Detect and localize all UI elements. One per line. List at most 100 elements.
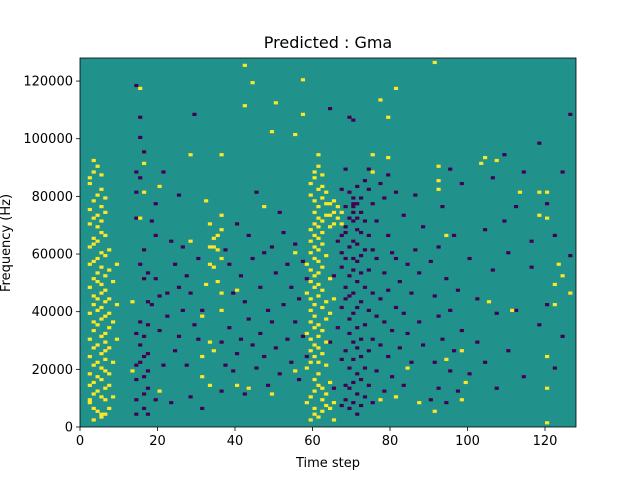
heatmap-cell-low <box>347 216 352 220</box>
heatmap-cell-high <box>87 337 92 341</box>
heatmap-cell-high <box>312 406 317 410</box>
heatmap-cell-low <box>421 225 426 229</box>
heatmap-cell-high <box>235 383 240 387</box>
heatmap-cell-high <box>312 343 317 347</box>
heatmap-cell-low <box>421 343 426 347</box>
heatmap-cell-high <box>211 236 216 240</box>
heatmap-cell-high <box>312 170 317 174</box>
heatmap-cell-high <box>103 288 108 292</box>
heatmap-cell-high <box>331 210 337 214</box>
heatmap-cell-low <box>339 305 344 310</box>
heatmap-cell-high <box>405 366 410 370</box>
heatmap-cell-high <box>207 340 213 344</box>
heatmap-cell-low <box>351 210 356 214</box>
heatmap-cell-low <box>529 265 534 269</box>
heatmap-cell-high <box>316 360 321 364</box>
y-tick-label: 0 <box>65 421 73 436</box>
heatmap-cell-low <box>351 311 356 315</box>
heatmap-cell-high <box>107 248 112 252</box>
heatmap-cell-high <box>444 233 449 238</box>
heatmap-cell-high <box>207 222 213 226</box>
heatmap-cell-high <box>114 337 120 341</box>
heatmap-cell-low <box>568 112 573 116</box>
heatmap-cell-high <box>316 205 321 209</box>
heatmap-cell-high <box>320 352 325 356</box>
heatmap-cell-low <box>153 398 158 402</box>
heatmap-cell-low <box>223 363 228 367</box>
heatmap-cell-high <box>308 268 313 272</box>
heatmap-cell-high <box>320 398 325 402</box>
heatmap-cell-high <box>331 401 337 405</box>
heatmap-cell-high <box>103 233 108 238</box>
heatmap-cell-high <box>87 207 92 212</box>
heatmap-cell-low <box>347 317 352 321</box>
heatmap-cell-high <box>308 279 313 284</box>
heatmap-cell-low <box>359 354 364 359</box>
heatmap-cell-low <box>355 259 360 263</box>
heatmap-cell-low <box>351 357 356 361</box>
heatmap-cell-low <box>289 360 294 364</box>
heatmap-cell-high <box>103 369 108 373</box>
heatmap-cell-high <box>219 308 224 312</box>
heatmap-cell-low <box>459 181 464 186</box>
heatmap-cell-low <box>157 294 162 298</box>
heatmap-cell-high <box>432 409 437 413</box>
heatmap-cell-low <box>568 254 573 258</box>
heatmap-cell-low <box>184 363 189 367</box>
heatmap-cell-high <box>91 216 96 220</box>
heatmap-cell-high <box>103 398 108 402</box>
heatmap-cell-high <box>87 398 92 402</box>
heatmap-cell-high <box>138 86 143 91</box>
heatmap-cell-low <box>273 271 278 275</box>
heatmap-cell-high <box>483 156 488 160</box>
heatmap-cell-high <box>103 196 108 200</box>
heatmap-cell-high <box>304 331 309 336</box>
heatmap-cell-low <box>227 262 232 266</box>
heatmap-background <box>80 58 576 427</box>
heatmap-cell-high <box>324 202 329 206</box>
heatmap-cell-high <box>479 161 484 165</box>
heatmap-cell-low <box>134 170 139 174</box>
heatmap-cell-high <box>545 354 550 359</box>
heatmap-cell-high <box>560 274 565 278</box>
heatmap-cell-high <box>304 291 309 295</box>
heatmap-cell-low <box>459 328 464 333</box>
heatmap-cell-low <box>254 190 259 194</box>
heatmap-cell-high <box>188 239 193 243</box>
heatmap-cell-low <box>362 395 368 399</box>
heatmap-cell-low <box>343 297 348 301</box>
heatmap-cell-low <box>145 271 151 275</box>
heatmap-cell-low <box>494 386 499 390</box>
heatmap-cell-low <box>347 386 352 390</box>
heatmap-cell-high <box>316 346 321 350</box>
heatmap-cell-high <box>308 228 313 232</box>
heatmap-cell-high <box>304 262 309 266</box>
heatmap-cell-high <box>316 282 321 287</box>
heatmap-cell-high <box>99 173 104 177</box>
heatmap-cell-low <box>362 219 368 223</box>
heatmap-cell-low <box>355 392 360 396</box>
heatmap-cell-high <box>316 383 321 387</box>
heatmap-cell-low <box>169 239 174 243</box>
heatmap-cell-low <box>173 262 178 266</box>
heatmap-cell-high <box>459 349 464 353</box>
heatmap-cell-low <box>254 366 259 370</box>
heatmap-cell-high <box>103 386 108 390</box>
heatmap-cell-low <box>401 213 406 217</box>
heatmap-cell-low <box>138 343 143 347</box>
heatmap-cell-low <box>339 233 344 238</box>
heatmap-cell-high <box>312 326 317 330</box>
heatmap-cell-high <box>87 311 92 315</box>
heatmap-cell-low <box>355 216 360 220</box>
heatmap-cell-high <box>138 216 143 220</box>
heatmap-cell-low <box>184 274 189 278</box>
heatmap-cell-high <box>99 230 104 235</box>
heatmap-cell-low <box>452 349 457 353</box>
heatmap-cell-low <box>401 383 406 387</box>
heatmap-cell-low <box>362 248 368 252</box>
heatmap-cell-low <box>362 323 368 327</box>
heatmap-cell-high <box>378 398 383 402</box>
heatmap-cell-low <box>258 331 263 336</box>
heatmap-cell-low <box>138 320 143 324</box>
heatmap-cell-high <box>324 300 329 304</box>
